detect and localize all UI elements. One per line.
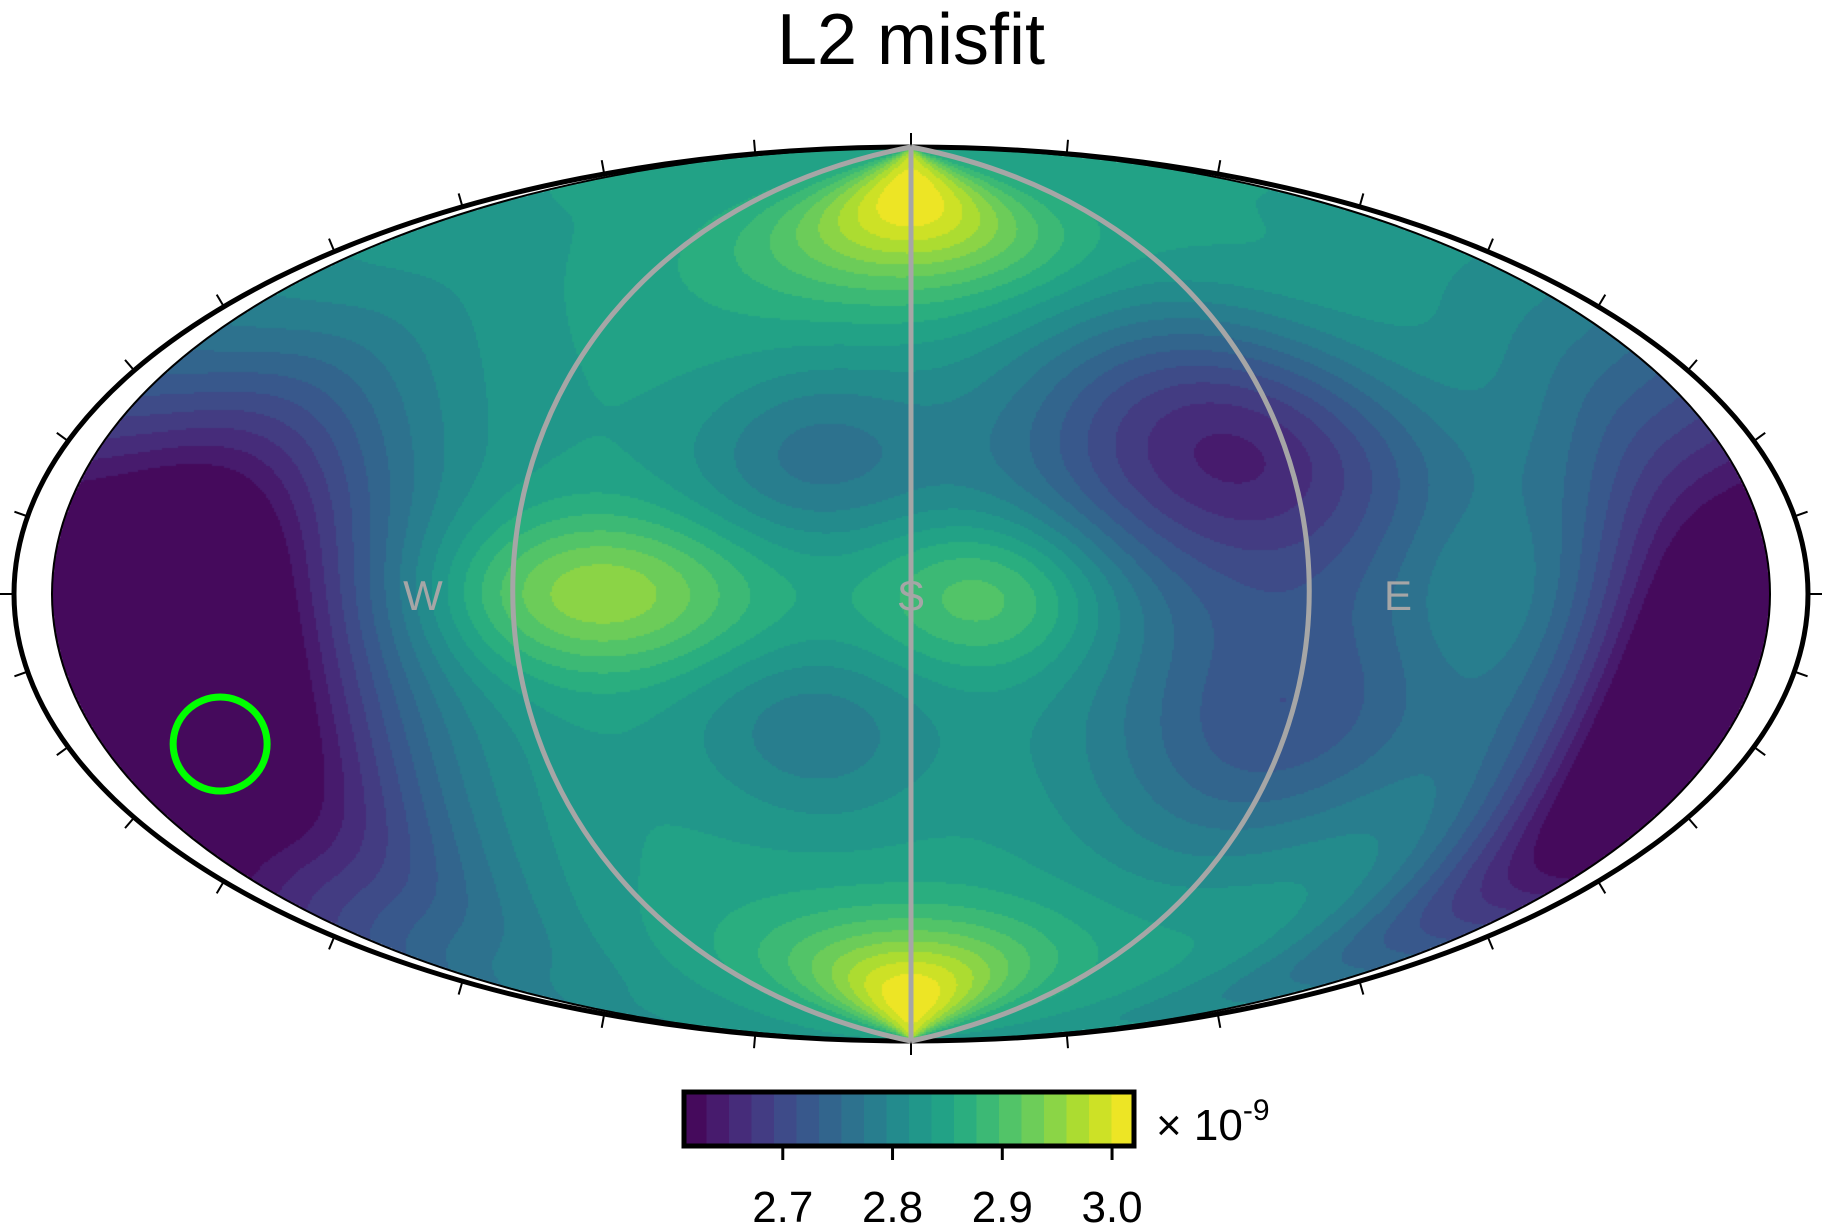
frame-tick (457, 193, 464, 208)
direction-label-west: W (403, 572, 443, 619)
colorbar-band (999, 1092, 1023, 1146)
colorbar-band (864, 1092, 888, 1146)
beachball-lines (510, 144, 1312, 1044)
frame-tick (215, 880, 225, 894)
frame-tick (14, 510, 28, 518)
frame-tick (328, 936, 336, 950)
direction-labels: W S E (403, 572, 1412, 619)
colorbar-band (1021, 1092, 1045, 1146)
frame-tick (1216, 1013, 1222, 1028)
best-fit-marker (169, 693, 271, 795)
map-frame-ticks (0, 133, 1822, 1055)
frame-tick (215, 294, 225, 308)
frame-tick (56, 746, 69, 756)
frame-tick (1794, 670, 1808, 678)
colorbar-band (796, 1092, 820, 1146)
frame-tick (600, 160, 606, 175)
frame-tick (1486, 936, 1494, 950)
colorbar-band (729, 1092, 753, 1146)
colorbar-scale-prefix: × 10 (1156, 1101, 1243, 1150)
frame-tick (56, 432, 69, 442)
frame-tick (753, 139, 757, 154)
frame-tick (1597, 294, 1607, 308)
colorbar-band (706, 1092, 730, 1146)
frame-tick (1794, 510, 1808, 518)
frame-tick (1358, 193, 1365, 208)
nodal-plane-east-arc (910, 144, 1312, 1044)
frame-tick (1065, 139, 1069, 154)
colorbar-ticks: 2.7 2.8 2.9 3.0 (752, 1146, 1143, 1223)
frame-tick (1687, 359, 1698, 372)
colorbar-tick-label: 2.8 (862, 1183, 923, 1223)
colorbar-band (909, 1092, 933, 1146)
frame-tick (14, 670, 28, 678)
colorbar-band (751, 1092, 775, 1146)
frame-tick (600, 1013, 606, 1028)
frame-tick (1687, 816, 1698, 829)
colorbar-band (1089, 1092, 1113, 1146)
colorbar-band (1044, 1092, 1068, 1146)
frame-tick (1358, 980, 1365, 995)
colorbar-tick-label: 2.7 (752, 1183, 813, 1223)
colorbar-tick-label: 3.0 (1081, 1183, 1142, 1223)
frame-tick (124, 359, 135, 372)
frame-tick (1753, 746, 1766, 756)
colorbar-tick-label: 2.9 (972, 1183, 1033, 1223)
frame-tick (457, 980, 464, 995)
frame-tick (124, 816, 135, 829)
chart-title: L2 misfit (777, 0, 1045, 80)
frame-tick (1753, 432, 1766, 442)
colorbar-scale-label: × 10-9 (1156, 1094, 1270, 1150)
frame-tick (1065, 1034, 1069, 1049)
frame-tick (1486, 238, 1494, 252)
frame-tick (328, 238, 336, 252)
colorbar-band (1111, 1092, 1135, 1146)
colorbar-band (1066, 1092, 1090, 1146)
direction-label-south: S (897, 572, 925, 619)
frame-tick (1597, 880, 1607, 894)
colorbar-band (976, 1092, 1000, 1146)
colorbar-band (774, 1092, 798, 1146)
frame-tick (1216, 160, 1222, 175)
colorbar-bands (684, 1092, 1135, 1146)
colorbar-band (931, 1092, 955, 1146)
direction-label-east: E (1384, 572, 1412, 619)
colorbar-band (819, 1092, 843, 1146)
colorbar-band (841, 1092, 865, 1146)
colorbar-scale-exponent: -9 (1243, 1094, 1270, 1127)
frame-tick (753, 1034, 757, 1049)
colorbar: 2.7 2.8 2.9 3.0 × 10-9 (681, 1089, 1270, 1223)
colorbar-band (886, 1092, 910, 1146)
colorbar-band (954, 1092, 978, 1146)
colorbar-border (681, 1089, 1137, 1149)
nodal-plane-west-arc (510, 144, 912, 1044)
colorbar-band (684, 1092, 708, 1146)
